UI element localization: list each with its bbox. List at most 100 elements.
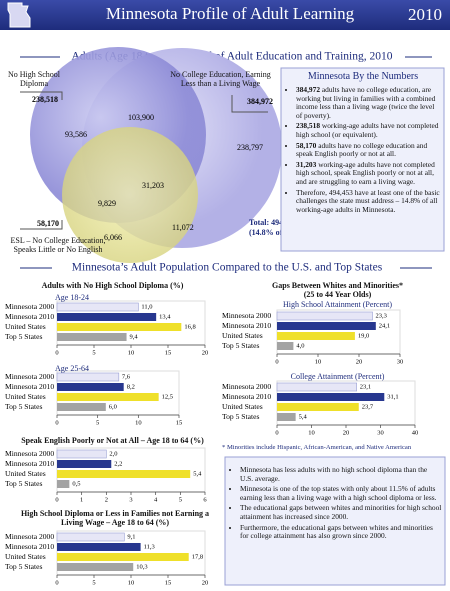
- bullet-lead: 31,203: [296, 159, 317, 169]
- category-label: United States: [222, 331, 263, 340]
- value-label: 13,4: [159, 313, 171, 320]
- panel-title: College Attainment (Percent): [290, 372, 385, 381]
- x-tick-label: 6: [203, 496, 207, 503]
- bar: [56, 372, 120, 382]
- category-label: Top 5 States: [5, 332, 42, 341]
- value-label: 5,4: [193, 470, 202, 477]
- bar: [57, 383, 124, 391]
- bullet: Minnesota is one of the top states with …: [240, 484, 442, 502]
- category-label: Minnesota 2010: [222, 392, 271, 401]
- header-title: Minnesota Profile of Adult Learning: [106, 4, 355, 23]
- chart-title: High School Diploma or Less in Families …: [20, 509, 210, 527]
- value-label: 23,7: [362, 403, 374, 410]
- bullet: 58,170 adults have no college education …: [296, 140, 442, 159]
- value-label: 10,3: [136, 563, 147, 570]
- value-label: 9,1: [127, 533, 135, 540]
- x-tick-label: 10: [128, 349, 135, 356]
- x-tick-label: 0: [55, 349, 58, 356]
- bar: [277, 393, 385, 401]
- callout: [20, 220, 63, 230]
- venn-label: ESL – No College Education, Speaks Littl…: [10, 236, 106, 254]
- value-label: 31,1: [387, 393, 398, 400]
- value-label: 9,4: [130, 333, 139, 340]
- findings-panel: Minnesota has less adults with no high s…: [228, 465, 442, 543]
- bar: [277, 342, 294, 350]
- x-tick-label: 10: [135, 419, 142, 426]
- x-tick-label: 20: [343, 429, 350, 436]
- value-label: 16,8: [184, 323, 195, 330]
- x-tick-label: 40: [412, 429, 419, 436]
- category-label: Minnesota 2010: [5, 542, 54, 551]
- numbers-list: 384,972 adults have no college education…: [284, 85, 442, 215]
- category-label: United States: [5, 322, 46, 331]
- chart-title: Speak English Poorly or Not at All – Age…: [21, 436, 204, 445]
- x-tick-label: 20: [202, 579, 209, 586]
- x-tick-label: 0: [55, 419, 58, 426]
- bar: [276, 311, 373, 321]
- bar: [57, 470, 191, 478]
- category-label: United States: [222, 402, 263, 411]
- bar: [56, 302, 139, 312]
- x-tick-label: 4: [154, 496, 158, 503]
- category-label: United States: [5, 392, 46, 401]
- header-year: 2010: [408, 5, 442, 24]
- bar: [276, 382, 357, 392]
- category-label: Top 5 States: [5, 402, 42, 411]
- x-tick-label: 10: [128, 579, 135, 586]
- bar: [277, 332, 355, 340]
- value-label: 2,2: [114, 460, 122, 467]
- header-bar: [0, 0, 450, 30]
- x-tick-label: 0: [55, 579, 58, 586]
- x-tick-label: 10: [308, 429, 315, 436]
- value-label: 11,0: [141, 303, 152, 310]
- category-label: Minnesota 2010: [222, 321, 271, 330]
- bar: [57, 403, 106, 411]
- panel-title: Age 18-24: [55, 293, 89, 302]
- bar: [57, 563, 134, 571]
- venn-total: 238,518: [32, 95, 58, 104]
- x-tick-label: 20: [356, 358, 363, 365]
- bullet-lead: 384,972: [296, 85, 321, 94]
- value-label: 0,5: [72, 480, 80, 487]
- category-label: Minnesota 2000: [5, 532, 54, 541]
- bar: [57, 543, 141, 551]
- bullet-text: Therefore, 494,453 have at least one of …: [296, 187, 440, 214]
- value-label: 12,5: [162, 393, 173, 400]
- x-tick-label: 0: [275, 429, 278, 436]
- bar: [277, 322, 376, 330]
- panel-title: High School Attainment (Percent): [282, 300, 393, 309]
- value-label: 23,1: [360, 383, 371, 390]
- bar: [57, 323, 182, 331]
- bullet: Therefore, 494,453 have at least one of …: [296, 187, 442, 215]
- bullet-lead: 58,170: [296, 140, 317, 150]
- bar: [57, 313, 157, 321]
- venn-region: 93,586: [65, 130, 87, 139]
- x-tick-label: 5: [92, 349, 95, 356]
- bullet: Minnesota has less adults with no high s…: [240, 465, 442, 483]
- bullet: 384,972 adults have no college education…: [296, 85, 442, 120]
- venn-grand-total: Total: 494,453: [249, 218, 297, 227]
- x-tick-label: 30: [377, 429, 384, 436]
- bullet-text: working-age adults have not completed hi…: [296, 159, 435, 186]
- bullet: The educational gaps between whites and …: [240, 504, 442, 521]
- x-tick-label: 3: [129, 496, 132, 503]
- bar: [56, 449, 107, 459]
- venn-region: 31,203: [142, 181, 164, 190]
- venn-region: 6,066: [104, 233, 122, 242]
- bullet-text: adults have no college education, are wo…: [296, 85, 436, 120]
- venn-label: No College Education, Earning Less than …: [170, 70, 271, 88]
- value-label: 8,2: [127, 383, 135, 390]
- venn-total: 58,170: [37, 219, 59, 228]
- category-label: Top 5 States: [5, 479, 42, 488]
- findings-box: [224, 456, 446, 586]
- category-label: Top 5 States: [222, 412, 259, 421]
- bar: [277, 413, 296, 421]
- bar: [277, 403, 359, 411]
- x-tick-label: 5: [179, 496, 182, 503]
- value-label: 7,6: [122, 373, 131, 380]
- bullet-text: adults have no college education and spe…: [296, 140, 428, 159]
- value-label: 17,8: [192, 553, 203, 560]
- x-tick-label: 1: [80, 496, 83, 503]
